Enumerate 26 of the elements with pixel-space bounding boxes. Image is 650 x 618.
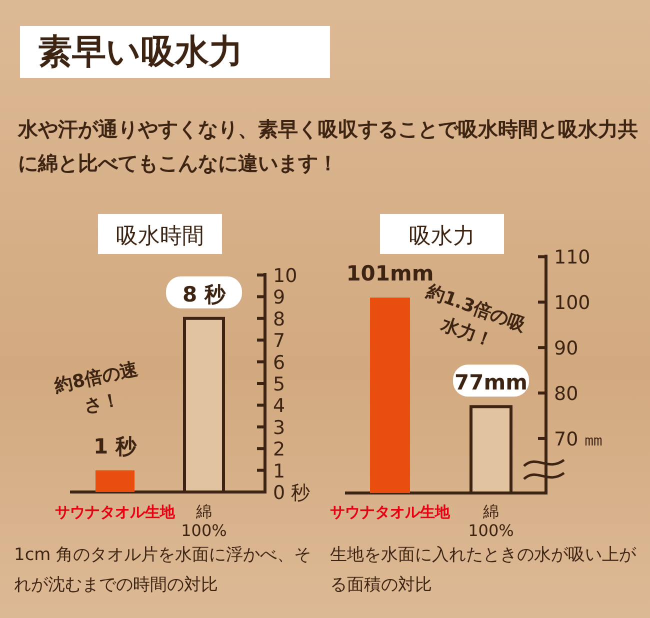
chart-title: 吸水力 bbox=[409, 224, 475, 249]
y-tick-label: 7 bbox=[273, 330, 286, 352]
y-tick-label: 6 bbox=[273, 352, 286, 374]
text: 水や汗が通りやすくなり、素早く吸収することで吸水時間と吸水力共に綿と比べてもこんなに違います！ bbox=[18, 116, 639, 177]
y-tick-label: 9 bbox=[273, 286, 286, 309]
data-label: 8 秒 bbox=[182, 282, 226, 306]
y-tick-label: 110 bbox=[554, 246, 590, 269]
y-tick-label: 0 秒 bbox=[273, 482, 310, 504]
y-tick-label: 100 bbox=[554, 292, 590, 314]
y-tick-label: 2 bbox=[273, 438, 286, 461]
y-tick-label: 90 bbox=[554, 338, 578, 360]
y-tick-label: 5 bbox=[273, 374, 286, 396]
y-tick-label: 3 bbox=[273, 416, 286, 439]
y-tick-label: 70 ㎜ bbox=[554, 428, 604, 450]
y-tick-label: 1 bbox=[273, 460, 286, 482]
annotation: 約8倍の速さ！ bbox=[52, 358, 141, 420]
y-tick-label: 8 bbox=[273, 308, 286, 330]
text: 生地を水面に入れたときの水が吸い上がる面積の対比 bbox=[330, 544, 637, 597]
text: 素早い吸水力 bbox=[20, 26, 330, 78]
data-label: 77mm bbox=[454, 370, 528, 395]
text: 1cm 角のタオル片を水面に浮かべ、それが沈むまでの時間の対比 bbox=[14, 544, 312, 597]
y-tick-label: 10 bbox=[273, 265, 298, 287]
data-label: 1 秒 bbox=[94, 434, 138, 458]
chart-title: 吸水時間 bbox=[116, 224, 204, 249]
y-tick-label: 80 bbox=[554, 383, 578, 406]
y-tick-label: 4 bbox=[273, 395, 286, 418]
